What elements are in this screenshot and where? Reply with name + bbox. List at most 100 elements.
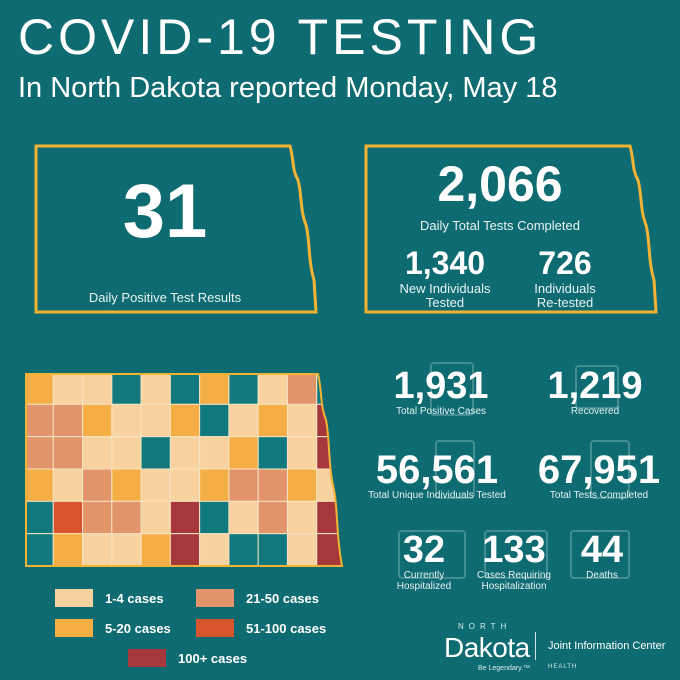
stat-total-positive: 1,931 Total Positive Cases: [366, 366, 516, 417]
county: [26, 500, 54, 535]
county: [111, 533, 142, 566]
stat-label: Cases Requiring Hospitalization: [468, 570, 560, 592]
test-tube-icon: [435, 440, 475, 499]
county: [111, 468, 142, 502]
stat-total-tests: 67,951 Total Tests Completed: [524, 450, 674, 501]
label-line: Individuals: [534, 281, 596, 296]
nd-outline-left: [34, 144, 318, 314]
county: [286, 374, 318, 405]
county: [257, 500, 288, 535]
daily-tests-value: 2,066: [437, 156, 563, 212]
stat-label: Total Tests Completed: [549, 490, 649, 501]
county: [111, 436, 142, 470]
legend-label: 5-20 cases: [105, 620, 171, 636]
county: [26, 468, 54, 502]
stat-label: Currently Hospitalized: [382, 570, 466, 592]
stat-value: 1,219: [547, 365, 643, 407]
county: [52, 374, 84, 405]
test-tube-icon: [590, 440, 630, 499]
county: [169, 374, 201, 405]
county: [52, 500, 84, 535]
legend-swatch: [128, 649, 166, 667]
logo-north: NORTH: [458, 622, 512, 631]
stat-value: 32: [402, 529, 446, 571]
county: [140, 500, 171, 535]
county: [257, 468, 288, 502]
county: [82, 403, 113, 438]
county: [316, 403, 342, 438]
health-label: HEALTH: [548, 664, 578, 670]
county: [199, 436, 230, 470]
county: [140, 468, 171, 502]
stat-label: Total Unique Individuals Tested: [368, 490, 506, 501]
legend-label: 21-50 cases: [246, 590, 320, 606]
legend-swatch: [55, 589, 93, 607]
new-individuals-value: 1,340: [404, 245, 486, 281]
county: [228, 500, 259, 535]
legend-item: 21-50 cases: [196, 589, 319, 607]
county: [286, 533, 318, 566]
county: [26, 374, 54, 405]
county: [82, 533, 113, 566]
county: [257, 533, 288, 566]
label-line: Cases Requiring: [477, 570, 551, 581]
daily-tests-label: Daily Total Tests Completed: [420, 218, 580, 233]
label-line: Re-tested: [536, 295, 594, 310]
daily-positive-label: Daily Positive Test Results: [88, 290, 242, 305]
county: [199, 403, 230, 438]
page-subtitle: In North Dakota reported Monday, May 18: [18, 72, 558, 104]
county: [257, 403, 288, 438]
county: [82, 374, 113, 405]
county: [52, 468, 84, 502]
county: [169, 403, 201, 438]
label-line: Hospitalization: [481, 581, 547, 592]
stat-value: 1,931: [393, 365, 489, 407]
stat-value: 67,951: [537, 448, 661, 492]
stat-deaths: 44 Deaths: [562, 530, 642, 581]
county: [257, 436, 288, 470]
stat-value: 133: [482, 529, 546, 571]
county: [199, 468, 230, 502]
county: [169, 468, 201, 502]
county: [140, 374, 171, 405]
county: [228, 374, 259, 405]
county: [111, 403, 142, 438]
nd-outline-right: [364, 144, 658, 314]
stat-hospitalized: 32 Currently Hospitalized: [382, 530, 466, 592]
county: [316, 436, 342, 470]
legend-item: 1-4 cases: [55, 589, 164, 607]
legend-swatch: [55, 619, 93, 637]
label-line: Hospitalized: [396, 581, 452, 592]
county: [169, 533, 201, 566]
county: [228, 533, 259, 566]
bed-icon: [570, 530, 630, 579]
stat-label: Deaths: [586, 570, 618, 581]
stat-unique-tested: 56,561 Total Unique Individuals Tested: [362, 450, 512, 501]
stat-requiring-hospitalization: 133 Cases Requiring Hospitalization: [468, 530, 560, 592]
hospital-bed-icon: [484, 530, 548, 579]
county: [26, 533, 54, 566]
county: [52, 436, 84, 470]
label-line: New Individuals: [399, 281, 491, 296]
bed-icon: [575, 365, 619, 409]
county: [26, 403, 54, 438]
legend-item: 5-20 cases: [55, 619, 171, 637]
stat-label: Recovered: [570, 406, 620, 417]
county: [228, 436, 259, 470]
joint-information-center: Joint Information Center: [548, 640, 666, 652]
county: [199, 500, 230, 535]
legend-item: 51-100 cases: [196, 619, 326, 637]
county: [199, 374, 230, 405]
legend-label: 1-4 cases: [105, 590, 164, 606]
legend-swatch: [196, 589, 234, 607]
page-title: COVID-19 TESTING: [18, 9, 543, 65]
label-line: Currently: [403, 570, 445, 581]
county: [140, 533, 171, 566]
hospital-bed-icon: [398, 530, 466, 579]
county: [169, 500, 201, 535]
county: [257, 374, 288, 405]
county: [228, 403, 259, 438]
new-individuals-label: New Individuals Tested: [385, 282, 505, 310]
county: [286, 468, 318, 502]
county: [228, 468, 259, 502]
